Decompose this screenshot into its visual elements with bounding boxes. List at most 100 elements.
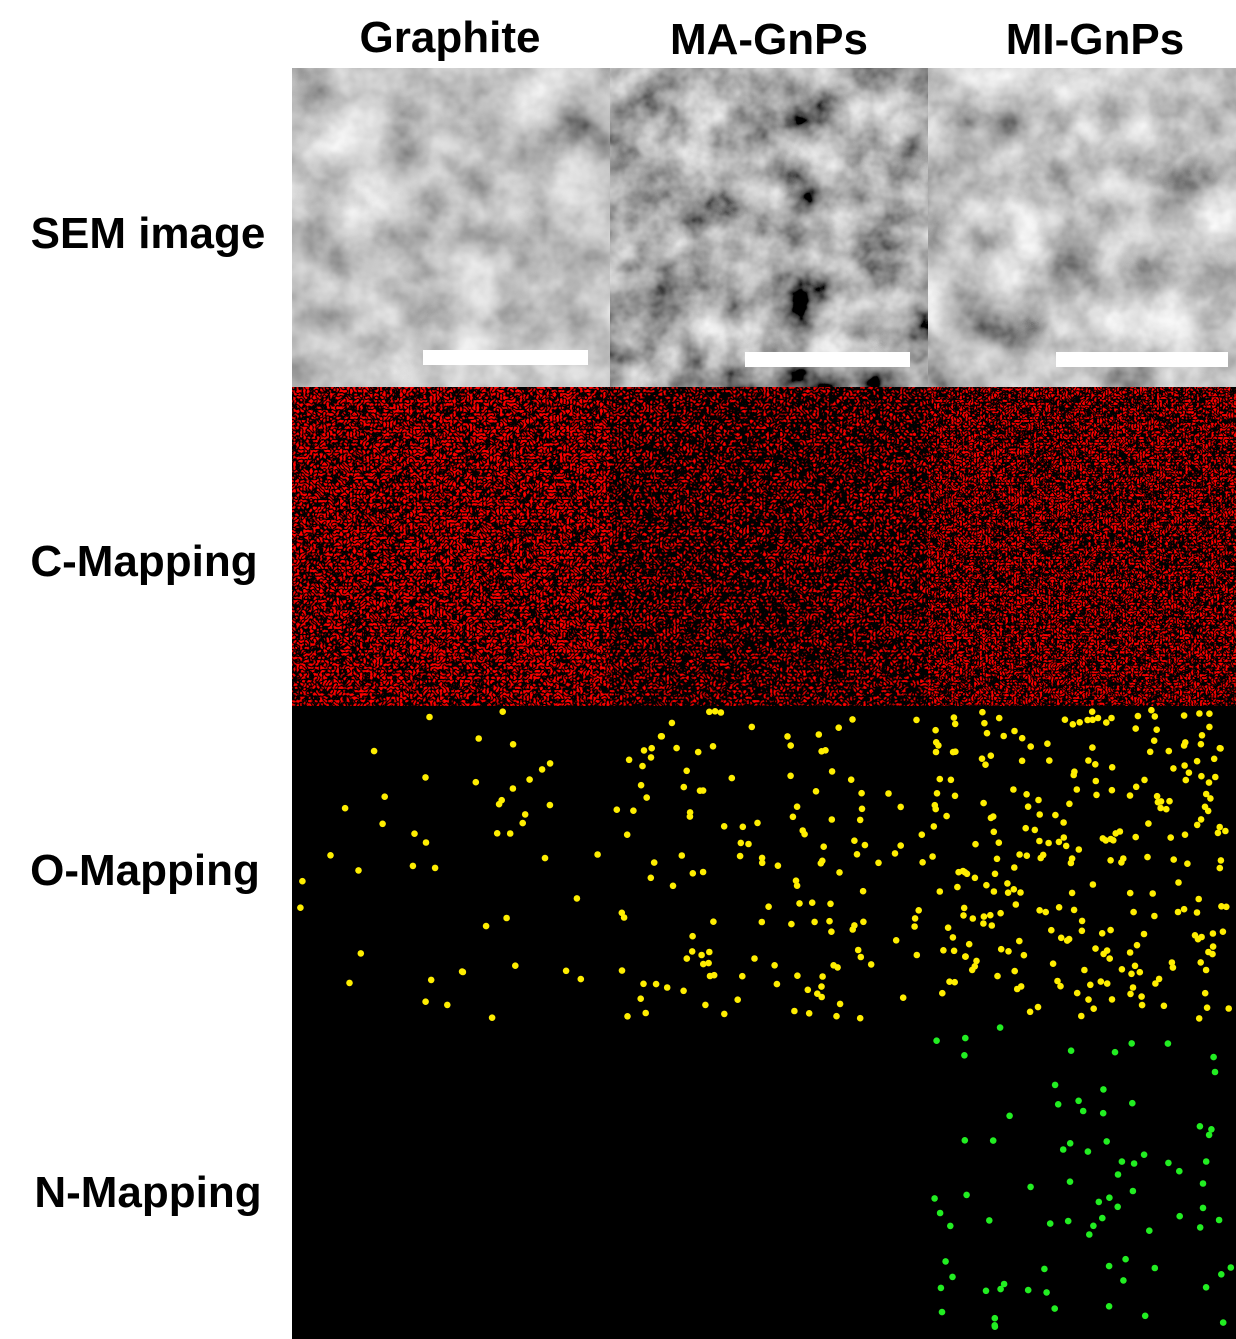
o-dot (816, 731, 823, 738)
o-dot (1016, 851, 1023, 858)
o-dot (811, 919, 818, 926)
n-dot (1197, 1224, 1204, 1231)
o-dot (641, 747, 648, 754)
o-dot (1085, 996, 1092, 1003)
o-dot (1005, 889, 1012, 896)
o-dot (794, 972, 801, 979)
o-dot (342, 805, 349, 812)
o-dot (1141, 777, 1148, 784)
o-dot (498, 797, 505, 804)
o-dot (1166, 748, 1173, 755)
o-dot (932, 727, 939, 734)
o-dot (893, 937, 900, 944)
o-dot (738, 840, 745, 847)
o-dot (1181, 906, 1188, 913)
o-dot (1000, 733, 1007, 740)
o-dot (679, 852, 686, 859)
o-dot (1137, 969, 1144, 976)
o-dot (989, 922, 996, 929)
o-dot (1127, 792, 1134, 799)
o-dot (1184, 860, 1191, 867)
o-dot (1147, 749, 1154, 756)
o-dot (1081, 967, 1088, 974)
o-dot (981, 913, 988, 920)
o-dot (1135, 713, 1142, 720)
o-dot (771, 962, 778, 969)
o-dot (794, 803, 801, 810)
o-dot (991, 888, 998, 895)
o-dot (973, 958, 980, 965)
n-dot (1100, 1110, 1107, 1117)
o-dot (987, 912, 994, 919)
n-dot (1114, 1204, 1121, 1211)
column-header: Graphite (360, 13, 541, 62)
o-dot (700, 869, 707, 876)
o-dot (539, 766, 546, 773)
o-dot (637, 995, 644, 1002)
o-dot (952, 721, 959, 728)
n-dot (1067, 1140, 1074, 1147)
n-dot (1100, 1086, 1107, 1093)
n-dot (1006, 1113, 1013, 1120)
o-dot (510, 785, 517, 792)
o-dot (914, 952, 921, 959)
o-dot (1023, 791, 1030, 798)
o-dot (964, 871, 971, 878)
o-dot (706, 709, 713, 716)
o-dot (1170, 964, 1177, 971)
o-dot (915, 907, 922, 914)
o-dot (833, 1013, 840, 1020)
o-dot (806, 1010, 813, 1017)
o-dot (1019, 735, 1026, 742)
o-dot (1085, 757, 1092, 764)
o-dot (1071, 768, 1078, 775)
o-dot (801, 831, 808, 838)
o-dot (1210, 943, 1217, 950)
o-dot (885, 790, 892, 797)
row-label: N-Mapping (34, 1168, 261, 1217)
o-dot (952, 748, 959, 755)
o-dot (1044, 740, 1051, 747)
o-dot (327, 852, 334, 859)
n-dot (961, 1052, 968, 1059)
o-dot (1206, 779, 1213, 786)
o-dot (980, 920, 987, 927)
row-labels: SEM image C-Mapping O-Mapping N-Mapping (30, 209, 265, 1217)
n-dot (986, 1217, 993, 1224)
o-dot (1139, 1002, 1146, 1009)
n-dot (1067, 1178, 1074, 1185)
figure: Graphite MA-GnPs MI-GnPs SEM image C-Map… (0, 0, 1236, 1339)
scale-bar (423, 350, 588, 365)
o-dot (1010, 786, 1017, 793)
o-dot (1084, 717, 1091, 724)
n-dot (947, 1223, 954, 1230)
o-dot (836, 869, 843, 876)
o-dot (745, 841, 752, 848)
o-dot (954, 884, 961, 891)
o-dot (1149, 890, 1156, 897)
o-dot (791, 1008, 798, 1015)
o-dot (444, 1002, 451, 1009)
o-dot (1063, 843, 1070, 850)
o-dot (483, 923, 490, 930)
o-dot (897, 842, 904, 849)
o-dot (639, 763, 646, 770)
o-dot (1132, 834, 1139, 841)
o-dot (547, 760, 554, 767)
o-dot (828, 928, 835, 935)
o-dot (827, 901, 834, 908)
n-dot (1152, 1265, 1159, 1272)
n-dot (1197, 1123, 1204, 1130)
o-dot (860, 919, 867, 926)
o-dot (1198, 741, 1205, 748)
n-dot (1210, 1054, 1217, 1061)
o-dot (988, 752, 995, 759)
o-dot (1120, 855, 1127, 862)
o-dot (1183, 777, 1190, 784)
n-dot (1141, 1151, 1148, 1158)
o-dot (1154, 793, 1161, 800)
o-dot (961, 905, 968, 912)
scale-bar (1056, 352, 1228, 367)
n-dot (1128, 1040, 1135, 1047)
o-dot (818, 983, 825, 990)
